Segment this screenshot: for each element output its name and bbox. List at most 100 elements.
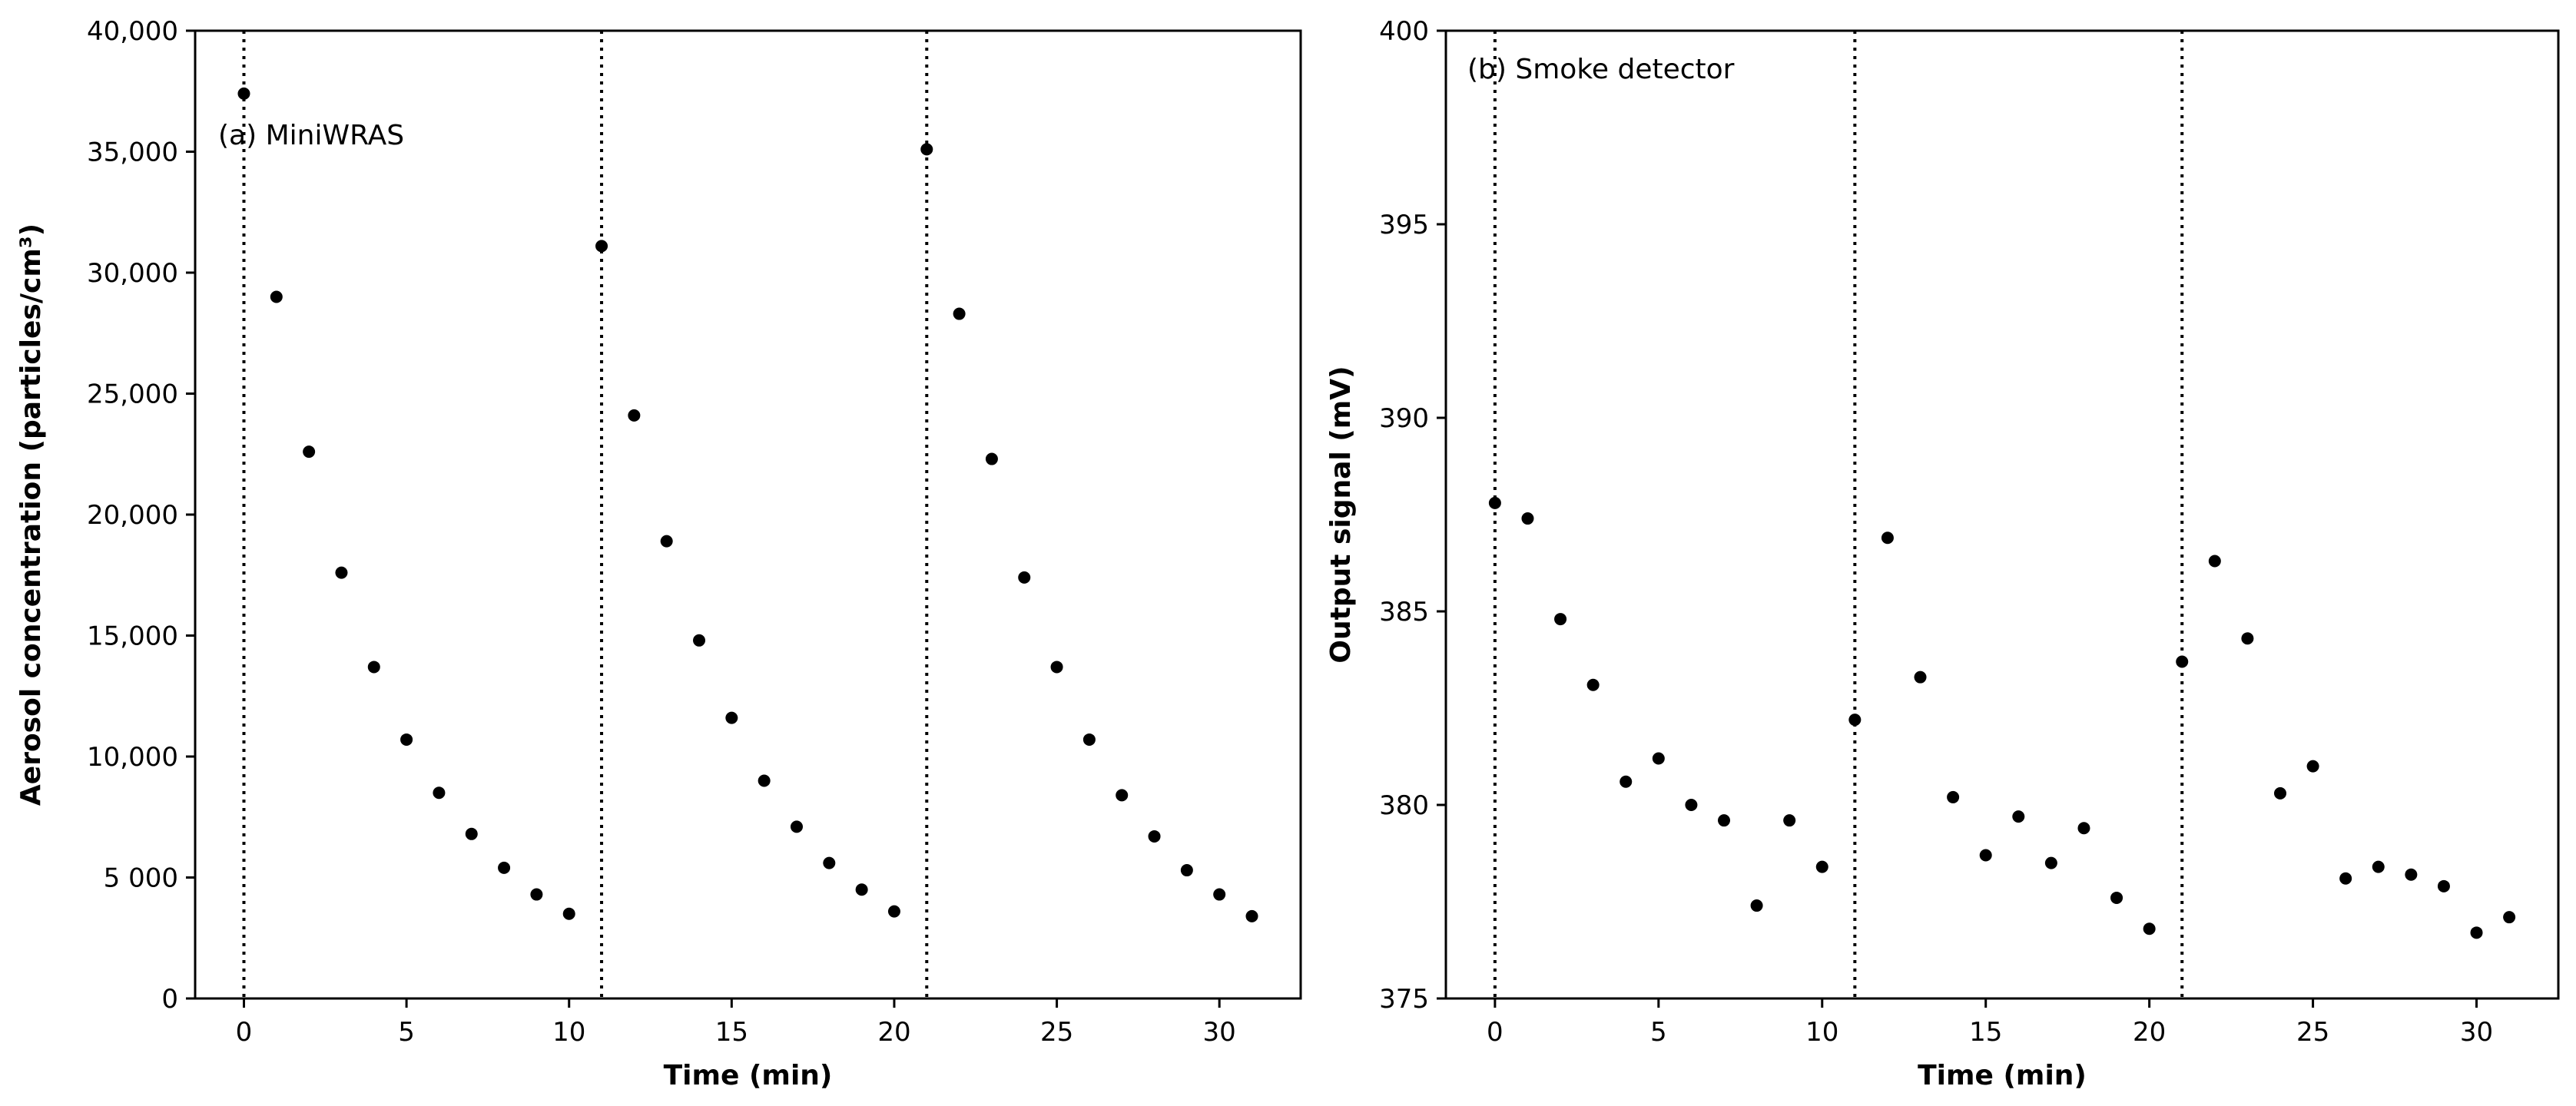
data-point bbox=[335, 566, 348, 579]
data-point bbox=[1881, 531, 1894, 545]
y-tick-label: 5 000 bbox=[104, 863, 178, 894]
y-tick-label: 385 bbox=[1379, 597, 1429, 628]
data-point bbox=[628, 409, 641, 422]
data-point bbox=[2208, 555, 2221, 568]
data-point bbox=[1947, 790, 1960, 803]
data-point bbox=[2012, 810, 2025, 823]
x-tick-label: 10 bbox=[1805, 1017, 1838, 1048]
data-point bbox=[237, 87, 250, 100]
x-tick-label: 5 bbox=[398, 1017, 415, 1048]
data-point bbox=[1488, 496, 1501, 509]
data-point bbox=[1245, 909, 1258, 922]
data-point bbox=[2044, 856, 2057, 869]
data-point bbox=[758, 774, 771, 787]
y-tick-label: 0 bbox=[161, 984, 178, 1015]
data-point bbox=[465, 827, 478, 840]
data-point bbox=[985, 452, 998, 465]
data-point bbox=[1652, 752, 1665, 765]
data-point bbox=[1848, 714, 1862, 727]
data-point bbox=[2503, 911, 2516, 924]
data-point bbox=[920, 143, 933, 156]
data-point bbox=[530, 888, 543, 901]
data-point bbox=[1685, 799, 1698, 811]
x-axis-label: Time (min) bbox=[1918, 1060, 2087, 1091]
y-axis-label: Aerosol concentration (particles/cm³) bbox=[15, 224, 47, 806]
data-point bbox=[2306, 760, 2319, 773]
x-tick-label: 20 bbox=[2133, 1017, 2166, 1048]
y-tick-label: 25,000 bbox=[87, 379, 178, 410]
data-point bbox=[1750, 899, 1763, 912]
x-tick-label: 15 bbox=[715, 1017, 748, 1048]
panel-b: 0 5 10 15 20 25 30 375 380 385 390 395 400 Time (min)… bbox=[1325, 16, 2560, 1091]
panel-a: 0 5 10 15 20 25 30 0 5 000 10,000 15,000 20,000 25,0… bbox=[15, 16, 1302, 1091]
y-tick-label: 395 bbox=[1379, 210, 1429, 240]
panel-annotation: (a) MiniWRAS bbox=[218, 120, 404, 151]
data-point bbox=[1018, 571, 1031, 584]
data-point bbox=[367, 661, 380, 674]
data-point bbox=[1718, 814, 1730, 827]
y-tick-label: 380 bbox=[1379, 790, 1429, 821]
data-point bbox=[2241, 632, 2254, 645]
y-tick-label: 400 bbox=[1379, 16, 1429, 47]
data-point bbox=[2176, 655, 2189, 668]
data-point bbox=[725, 711, 738, 724]
data-point bbox=[823, 856, 836, 869]
x-axis-label: Time (min) bbox=[664, 1060, 833, 1091]
data-point bbox=[2110, 891, 2123, 904]
plot-frame bbox=[1444, 29, 2560, 1000]
x-tick-label: 0 bbox=[1487, 1017, 1503, 1048]
data-point bbox=[1213, 888, 1226, 901]
data-point bbox=[790, 820, 803, 833]
data-point bbox=[1586, 678, 1600, 691]
y-tick-label: 10,000 bbox=[87, 742, 178, 773]
data-point bbox=[1180, 864, 1193, 877]
x-tick-label: 10 bbox=[552, 1017, 585, 1048]
x-tick-label: 25 bbox=[1040, 1017, 1073, 1048]
y-axis-label: Output signal (mV) bbox=[1325, 366, 1357, 663]
data-point bbox=[1783, 814, 1796, 827]
x-tick-label: 30 bbox=[2460, 1017, 2493, 1048]
data-point bbox=[1620, 775, 1633, 788]
data-point bbox=[1082, 733, 1096, 746]
y-tick-label: 35,000 bbox=[87, 137, 178, 168]
data-point bbox=[595, 240, 608, 253]
data-point bbox=[1979, 849, 1992, 862]
data-point bbox=[303, 445, 316, 459]
x-tick-label: 15 bbox=[1969, 1017, 2002, 1048]
data-point bbox=[1116, 789, 1129, 802]
data-point bbox=[1914, 671, 1927, 684]
y-tick-label: 20,000 bbox=[87, 500, 178, 531]
data-point bbox=[2372, 860, 2385, 873]
data-point bbox=[433, 786, 446, 800]
data-point bbox=[1148, 830, 1161, 843]
x-tick-label: 0 bbox=[236, 1017, 253, 1048]
plot-frame bbox=[194, 29, 1302, 1000]
panel-annotation: (b) Smoke detector bbox=[1467, 54, 1735, 85]
x-tick-label: 5 bbox=[1650, 1017, 1667, 1048]
data-point bbox=[2077, 822, 2090, 835]
data-point bbox=[270, 290, 283, 303]
data-point bbox=[1521, 512, 1534, 525]
data-point bbox=[2143, 922, 2156, 935]
data-point bbox=[2274, 786, 2286, 800]
x-tick-label: 25 bbox=[2296, 1017, 2329, 1048]
data-point bbox=[855, 883, 868, 896]
data-point bbox=[1050, 661, 1063, 674]
data-point bbox=[693, 634, 706, 647]
y-tick-label: 15,000 bbox=[87, 621, 178, 652]
data-point bbox=[2339, 872, 2352, 885]
data-point bbox=[400, 733, 413, 746]
data-point bbox=[887, 905, 900, 918]
data-point bbox=[2470, 926, 2483, 939]
y-tick-label: 390 bbox=[1379, 403, 1429, 434]
x-tick-label: 20 bbox=[877, 1017, 910, 1048]
y-tick-label: 30,000 bbox=[87, 258, 178, 289]
y-tick-label: 40,000 bbox=[87, 16, 178, 47]
data-point bbox=[953, 307, 966, 320]
data-point bbox=[2405, 868, 2418, 881]
x-tick-label: 30 bbox=[1203, 1017, 1236, 1048]
data-point bbox=[562, 907, 575, 920]
y-tick-label: 375 bbox=[1379, 984, 1429, 1015]
data-point bbox=[1815, 860, 1828, 873]
data-point bbox=[660, 535, 673, 548]
